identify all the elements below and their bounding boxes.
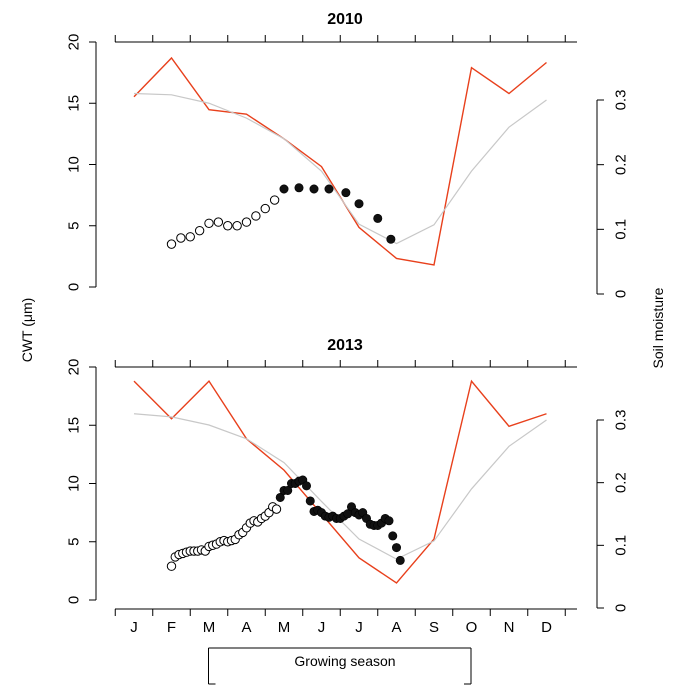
x-tick-label: A [391,619,401,636]
cwt-point-filled [386,234,396,244]
cwt-point-filled [324,184,334,194]
x-tick-label: M [203,619,216,636]
y-tick-label-left: 5 [66,538,83,546]
y-tick-label-right: 0.2 [613,154,630,175]
cwt-point-open [166,561,177,571]
y-tick-label-left: 10 [66,156,83,173]
growing-season-bracket: Growing season [208,647,472,685]
cwt-point-filled [373,213,383,223]
cwt-point-filled [283,485,293,495]
cwt-point-open [251,211,261,221]
y-tick-label-left: 20 [66,34,83,51]
cwt-point-filled [279,184,289,194]
x-tick-label: S [429,619,439,636]
y-tick-label-left: 0 [66,596,83,604]
y-tick-label-right: 0.3 [613,410,630,431]
cwt-point-filled [395,555,405,565]
y-axis-label-cwt: CWT (μm) [19,298,35,363]
cwt-point-filled [341,188,351,198]
cwt-point-open [271,504,282,514]
x-tick-label: A [241,619,251,636]
cwt-point-filled [309,184,319,194]
panel-2010: 2010 0 5 10 15 20 0 0.1 0.2 0.3 [66,11,630,298]
cwt-point-filled [391,543,401,553]
cwt-point-filled [384,516,394,526]
cwt-point-open [232,221,242,231]
cwt-point-open [269,195,280,205]
y-tick-label-left: 0 [66,283,83,291]
soil-moisture-line-grey [133,413,547,560]
cwt-point-filled [275,492,285,502]
y-tick-label-left: 5 [66,222,83,230]
cwt-point-filled [354,199,364,209]
x-tick-label: N [504,619,515,636]
y-tick-label-right: 0.1 [613,535,630,556]
y-tick-label-right: 0.1 [613,219,630,240]
cwt-point-open [204,218,214,229]
y-tick-label-left: 15 [66,95,83,112]
chart-title: 2010 [327,11,363,28]
soil-moisture-line-red [133,379,547,584]
x-tick-label: M [278,619,291,636]
chart-title: 2013 [327,337,363,354]
x-tick-label: F [167,619,176,636]
soil-moisture-line-red [133,56,547,266]
x-tick-label: J [355,619,363,636]
x-tick-label: J [130,619,138,636]
cwt-point-open [185,232,195,242]
y-tick-label-right: 0 [613,290,630,298]
growing-season-label: Growing season [294,653,395,669]
y-tick-label-right: 0.3 [613,90,630,111]
cwt-point-open [194,225,205,236]
x-tick-label: J [318,619,326,636]
x-tick-label: O [466,619,478,636]
cwt-point-open [213,217,224,227]
panel-2013: 2013 0 5 10 15 20 0 0.1 0.2 0.3 [66,337,630,612]
y-tick-label-left: 20 [66,359,83,376]
cwt-point-open [260,203,270,214]
y-tick-label-right: 0.2 [613,472,630,493]
y-tick-label-left: 15 [66,417,83,434]
cwt-point-filled [305,496,315,506]
y-tick-label-right: 0 [613,604,630,612]
y-axis-label-soil-moisture: Soil moisture [650,287,666,368]
cwt-point-filled [294,183,304,193]
cwt-point-filled [301,481,311,491]
soil-moisture-line-grey [133,92,547,245]
x-tick-label: D [541,619,552,636]
cwt-point-open [176,233,186,243]
cwt-point-filled [388,531,398,541]
cwt-point-open [241,217,252,227]
cwt-point-open [166,239,177,249]
cwt-point-open [223,221,233,231]
y-tick-label-left: 10 [66,475,83,492]
